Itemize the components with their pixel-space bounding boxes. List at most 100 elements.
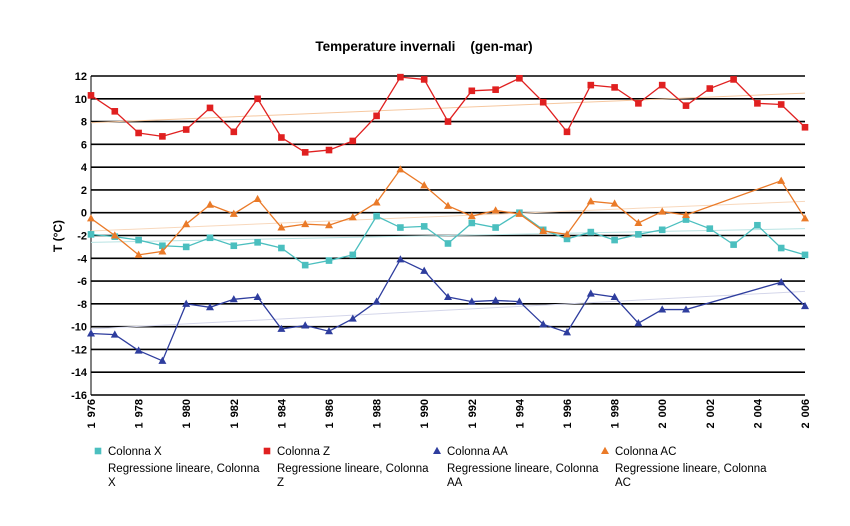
- x-tick-label-part: 1: [86, 422, 98, 428]
- data-point: [444, 118, 452, 125]
- data-point: [515, 209, 524, 217]
- plot-area: [87, 73, 809, 396]
- data-point: [777, 278, 786, 286]
- data-point: [372, 198, 381, 206]
- data-point: [515, 297, 524, 305]
- data-point: [325, 221, 333, 229]
- legend-label-line: Z: [277, 477, 284, 489]
- data-point: [229, 295, 238, 303]
- data-point: [420, 266, 429, 274]
- trendline: [90, 92, 806, 124]
- data-point: [706, 85, 714, 92]
- data-point: [206, 234, 214, 242]
- x-tick-label-part: 978: [134, 399, 146, 417]
- data-point: [777, 244, 785, 252]
- y-tick-label: -12: [71, 344, 87, 356]
- data-point: [801, 251, 809, 259]
- x-tick-label-part: 004: [752, 398, 764, 417]
- y-axis-label: T (°C): [51, 220, 65, 252]
- x-tick-label-part: 1: [134, 422, 146, 428]
- data-point: [587, 81, 595, 89]
- data-point: [563, 328, 571, 336]
- data-point: [420, 181, 429, 189]
- legend-label: Regressione lineare, Colonna AC: [615, 463, 767, 489]
- data-point: [801, 301, 809, 310]
- x-tick-label: 1990: [419, 399, 431, 428]
- data-point: [182, 219, 191, 228]
- x-tick-label-part: 2: [705, 422, 717, 428]
- legend-label-line: X: [108, 477, 116, 489]
- x-tick-label-part: 1: [372, 422, 384, 428]
- x-axis-ticks: 1976197819801982198419861988199019921994…: [86, 398, 812, 428]
- series-colonna-aa: [87, 255, 809, 364]
- data-point: [586, 197, 595, 205]
- y-tick-label: -14: [71, 367, 88, 379]
- x-tick-label-part: 984: [276, 398, 288, 417]
- data-point: [301, 219, 310, 228]
- legend-label: Regressione lineare, Colonna Z: [277, 463, 429, 489]
- x-tick-label-part: 998: [610, 399, 622, 417]
- y-tick-label: -6: [77, 276, 87, 288]
- data-point: [135, 236, 142, 244]
- data-point: [348, 213, 357, 221]
- data-point: [658, 207, 667, 215]
- data-point: [658, 305, 667, 313]
- x-tick-label: 2000: [657, 399, 669, 428]
- data-point: [563, 235, 571, 243]
- data-point: [539, 226, 548, 234]
- data-point: [396, 255, 405, 263]
- series-line: [90, 211, 806, 266]
- y-tick-label: 12: [75, 71, 87, 83]
- data-point: [467, 211, 476, 220]
- data-point: [467, 297, 476, 305]
- data-point: [610, 199, 619, 207]
- data-point: [563, 128, 571, 136]
- data-point: [87, 92, 95, 99]
- x-tick-label: 2004: [752, 398, 764, 428]
- legend-label-line: Regressione lineare, Colonna: [108, 463, 260, 475]
- data-point: [253, 292, 262, 301]
- data-point: [492, 86, 499, 93]
- legend-label: Colonna Z: [277, 446, 330, 458]
- data-point: [182, 299, 191, 307]
- y-tick-label: -16: [71, 390, 87, 402]
- legend-label-line: Regressione lineare, Colonna: [615, 463, 767, 475]
- x-tick-label: 1984: [276, 398, 288, 428]
- series-colonna-z: [87, 73, 809, 156]
- x-tick-label-part: 1: [419, 422, 431, 428]
- x-tick-label-part: 006: [800, 399, 812, 417]
- data-point: [444, 240, 452, 247]
- y-tick-label: 6: [81, 139, 87, 151]
- x-tick-label-part: 992: [467, 399, 479, 417]
- data-point: [730, 76, 737, 83]
- data-point: [682, 305, 690, 313]
- data-point: [301, 321, 310, 329]
- data-point: [444, 292, 452, 301]
- data-point: [682, 216, 690, 223]
- x-tick-label-part: 980: [181, 399, 193, 417]
- data-point: [730, 241, 737, 248]
- x-tick-label-part: 2: [800, 422, 812, 428]
- legend: Colonna X Colonna Z Colonna AA Colonna AC Re…: [94, 446, 767, 489]
- y-tick-label: 4: [81, 162, 88, 174]
- data-point: [158, 356, 167, 364]
- data-point: [159, 242, 166, 250]
- x-tick-label-part: 982: [229, 399, 241, 417]
- x-tick-label-part: 2: [752, 422, 764, 428]
- x-tick-label: 1992: [467, 399, 479, 428]
- legend-marker: [94, 447, 102, 455]
- legend-marker: [433, 446, 441, 454]
- data-point: [301, 149, 309, 156]
- data-point: [349, 251, 357, 259]
- data-point: [87, 329, 95, 337]
- data-point: [135, 129, 142, 137]
- x-tick-label-part: 000: [657, 399, 669, 417]
- x-tick-label: 1976: [86, 399, 98, 428]
- x-tick-label-part: 1: [514, 422, 526, 428]
- x-tick-label: 1978: [134, 399, 146, 428]
- x-tick-label-part: 2: [657, 422, 669, 428]
- y-tick-label: -4: [77, 253, 88, 265]
- data-point: [420, 76, 428, 83]
- series-colonna-x: [87, 209, 809, 269]
